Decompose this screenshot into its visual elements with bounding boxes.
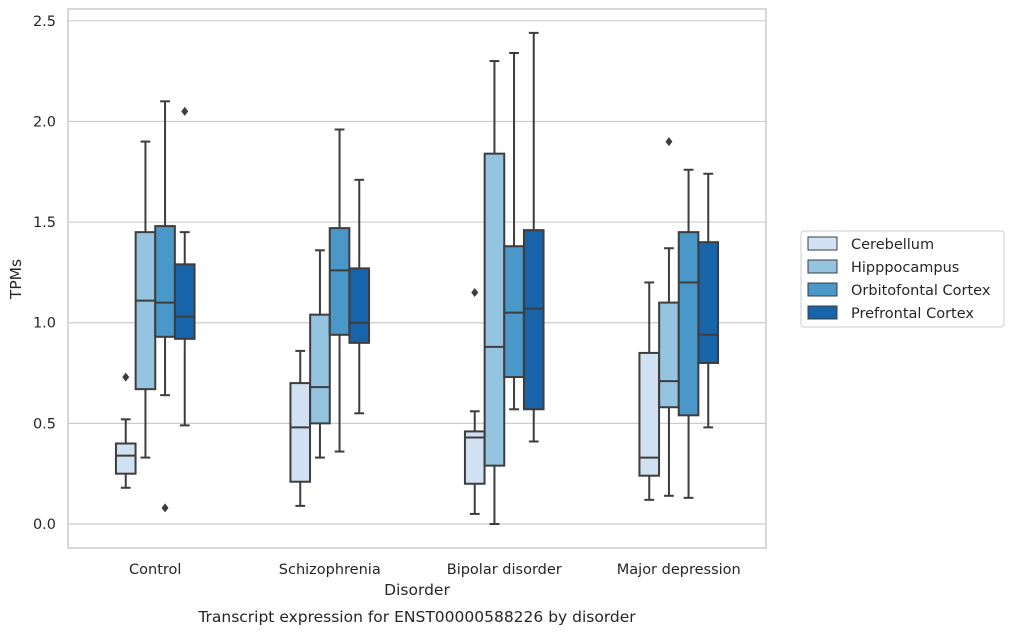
box-body — [328, 227, 351, 336]
box-0-2 — [463, 288, 486, 515]
box-body — [638, 351, 661, 477]
legend-swatch — [807, 282, 838, 297]
y-axis-label: TPMs — [7, 259, 25, 300]
box-2-0 — [154, 100, 176, 513]
outlier-point — [161, 503, 169, 513]
box-body — [309, 313, 331, 425]
outlier-point — [122, 372, 130, 382]
y-axis-ticks: 0.0 0.5 1.0 1.5 2.0 2.5 — [33, 14, 56, 533]
legend-item: Cerebellum — [807, 236, 934, 253]
box-body — [658, 301, 680, 409]
box-3-1 — [348, 178, 371, 415]
box-body — [522, 229, 545, 411]
box-body — [697, 241, 720, 364]
y-tick-label: 1.0 — [33, 316, 56, 332]
x-tick-label: Major depression — [617, 562, 741, 578]
y-tick-label: 0.0 — [33, 517, 56, 533]
box-3-0 — [173, 106, 196, 427]
x-axis-label: Disorder — [384, 581, 450, 599]
box-2-3 — [677, 168, 700, 499]
x-axis-ticks: Control Schizophrenia Bipolar disorder Majo… — [129, 562, 741, 578]
box-body — [134, 231, 157, 391]
legend-swatch — [807, 236, 838, 251]
outlier-point — [181, 106, 189, 116]
box-0-3 — [638, 281, 661, 501]
outlier-point — [665, 137, 673, 147]
box-1-0 — [134, 140, 157, 459]
box-0-0 — [114, 372, 137, 489]
y-tick-label: 0.5 — [33, 416, 56, 432]
box-1-3 — [658, 137, 680, 497]
y-tick-label: 1.5 — [33, 215, 56, 231]
box-body — [348, 267, 371, 344]
box-body — [289, 382, 312, 483]
box-1-1 — [309, 249, 331, 459]
box-2-2 — [503, 52, 525, 411]
box-3-2 — [522, 31, 545, 443]
box-body — [114, 442, 137, 475]
box-body — [154, 225, 176, 338]
legend: Cerebellum Hipppocampus Orbitofontal Corte… — [800, 230, 1005, 328]
x-tick-label: Schizophrenia — [279, 562, 381, 578]
box-body — [677, 231, 700, 417]
legend-swatch — [807, 305, 838, 320]
legend-label: Orbitofontal Cortex — [851, 283, 991, 299]
box-3-3 — [697, 172, 720, 429]
x-tick-label: Bipolar disorder — [447, 562, 562, 578]
legend-label: Hipppocampus — [851, 260, 959, 276]
box-2-1 — [328, 128, 351, 453]
box-body — [483, 152, 506, 467]
plot-frame — [67, 8, 767, 549]
legend-item: Prefrontal Cortex — [807, 305, 974, 322]
y-tick-label: 2.0 — [33, 114, 56, 130]
legend-item: Orbitofontal Cortex — [807, 282, 991, 299]
chart-caption: Transcript expression for ENST0000058822… — [197, 608, 636, 626]
y-tick-label: 2.5 — [33, 14, 56, 30]
box-body — [173, 263, 196, 340]
legend-frame — [800, 230, 1005, 328]
legend-label: Prefrontal Cortex — [851, 306, 974, 322]
x-tick-label: Control — [129, 562, 181, 578]
outlier-point — [471, 288, 479, 298]
boxes — [114, 31, 720, 525]
box-0-1 — [289, 349, 312, 507]
legend-item: Hipppocampus — [807, 259, 959, 276]
legend-label: Cerebellum — [851, 237, 934, 253]
box-body — [463, 430, 486, 485]
box-body — [503, 245, 525, 379]
legend-swatch — [807, 259, 838, 274]
box-1-2 — [483, 60, 506, 525]
